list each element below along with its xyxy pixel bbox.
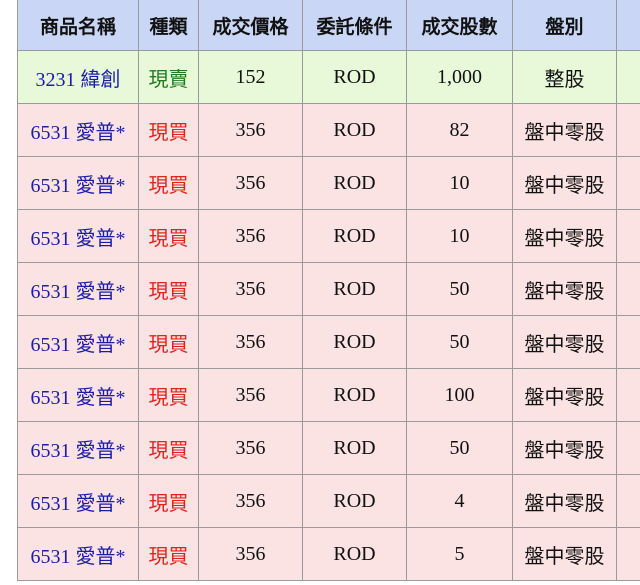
product-name: 6531 愛普* — [17, 209, 139, 263]
product-name: 6531 愛普* — [17, 156, 139, 210]
board-type: 盤中零股 — [512, 262, 617, 316]
table-row: 6531 愛普* 現買 356 ROD 50 盤中零股 — [17, 262, 640, 316]
table-row: 6531 愛普* 現買 356 ROD 10 盤中零股 — [17, 156, 640, 210]
column-header: 成交股數 — [406, 0, 513, 51]
cut-off-cell — [616, 474, 640, 528]
product-name: 6531 愛普* — [17, 262, 139, 316]
order-condition: ROD — [302, 421, 407, 475]
deal-shares: 10 — [406, 209, 513, 263]
board-type: 整股 — [512, 50, 617, 104]
board-type: 盤中零股 — [512, 474, 617, 528]
product-name: 6531 愛普* — [17, 474, 139, 528]
deal-price: 356 — [198, 156, 303, 210]
cut-off-cell — [616, 368, 640, 422]
deal-price: 356 — [198, 474, 303, 528]
order-type: 現賣 — [138, 50, 199, 104]
order-type: 現買 — [138, 103, 199, 157]
cut-off-cell — [616, 209, 640, 263]
deal-shares: 10 — [406, 156, 513, 210]
deal-price: 356 — [198, 421, 303, 475]
deal-price: 356 — [198, 315, 303, 369]
product-name: 3231 緯創 — [17, 50, 139, 104]
product-name: 6531 愛普* — [17, 368, 139, 422]
table-row: 6531 愛普* 現買 356 ROD 10 盤中零股 — [17, 209, 640, 263]
column-header: 盤別 — [512, 0, 617, 51]
order-type: 現買 — [138, 315, 199, 369]
deal-shares: 50 — [406, 315, 513, 369]
order-type: 現買 — [138, 421, 199, 475]
order-type: 現買 — [138, 209, 199, 263]
order-type: 現買 — [138, 368, 199, 422]
table-row: 6531 愛普* 現買 356 ROD 5 盤中零股 — [17, 527, 640, 581]
deal-shares: 82 — [406, 103, 513, 157]
board-type: 盤中零股 — [512, 156, 617, 210]
table-row: 6531 愛普* 現買 356 ROD 50 盤中零股 — [17, 315, 640, 369]
deal-shares: 5 — [406, 527, 513, 581]
order-type: 現買 — [138, 262, 199, 316]
cut-off-cell — [616, 156, 640, 210]
order-condition: ROD — [302, 103, 407, 157]
order-type: 現買 — [138, 474, 199, 528]
cut-off-cell — [616, 527, 640, 581]
board-type: 盤中零股 — [512, 315, 617, 369]
board-type: 盤中零股 — [512, 103, 617, 157]
order-condition: ROD — [302, 315, 407, 369]
column-header: 委 — [616, 0, 640, 51]
header-row: 商品名稱種類成交價格委託條件成交股數盤別委 — [17, 0, 640, 51]
board-type: 盤中零股 — [512, 368, 617, 422]
product-name: 6531 愛普* — [17, 315, 139, 369]
order-condition: ROD — [302, 262, 407, 316]
product-name: 6531 愛普* — [17, 421, 139, 475]
deal-price: 356 — [198, 209, 303, 263]
table-row: 3231 緯創 現賣 152 ROD 1,000 整股 — [17, 50, 640, 104]
board-type: 盤中零股 — [512, 209, 617, 263]
product-name: 6531 愛普* — [17, 527, 139, 581]
column-header: 商品名稱 — [17, 0, 139, 51]
table-row: 6531 愛普* 現買 356 ROD 82 盤中零股 — [17, 103, 640, 157]
cut-off-cell — [616, 315, 640, 369]
table-row: 6531 愛普* 現買 356 ROD 50 盤中零股 — [17, 421, 640, 475]
column-header: 種類 — [138, 0, 199, 51]
deal-shares: 4 — [406, 474, 513, 528]
column-header: 委託條件 — [302, 0, 407, 51]
trade-table: 商品名稱種類成交價格委託條件成交股數盤別委 3231 緯創現賣152ROD1,0… — [17, 0, 640, 581]
order-type: 現買 — [138, 156, 199, 210]
order-condition: ROD — [302, 474, 407, 528]
order-condition: ROD — [302, 209, 407, 263]
deal-price: 356 — [198, 262, 303, 316]
order-condition: ROD — [302, 527, 407, 581]
deal-price: 152 — [198, 50, 303, 104]
order-condition: ROD — [302, 368, 407, 422]
column-header: 成交價格 — [198, 0, 303, 51]
cut-off-cell — [616, 421, 640, 475]
deal-price: 356 — [198, 368, 303, 422]
cut-off-cell — [616, 103, 640, 157]
table-body: 3231 緯創 現賣 152 ROD 1,000 整股 6531 愛普* 現買 356 ROD 82… — [17, 50, 640, 581]
order-condition: ROD — [302, 50, 407, 104]
order-type: 現買 — [138, 527, 199, 581]
board-type: 盤中零股 — [512, 421, 617, 475]
deal-shares: 50 — [406, 262, 513, 316]
cut-off-cell — [616, 50, 640, 104]
order-condition: ROD — [302, 156, 407, 210]
deal-shares: 50 — [406, 421, 513, 475]
cut-off-cell — [616, 262, 640, 316]
deal-shares: 100 — [406, 368, 513, 422]
board-type: 盤中零股 — [512, 527, 617, 581]
table-row: 6531 愛普* 現買 356 ROD 100 盤中零股 — [17, 368, 640, 422]
product-name: 6531 愛普* — [17, 103, 139, 157]
deal-price: 356 — [198, 103, 303, 157]
deal-price: 356 — [198, 527, 303, 581]
table-row: 6531 愛普* 現買 356 ROD 4 盤中零股 — [17, 474, 640, 528]
deal-shares: 1,000 — [406, 50, 513, 104]
